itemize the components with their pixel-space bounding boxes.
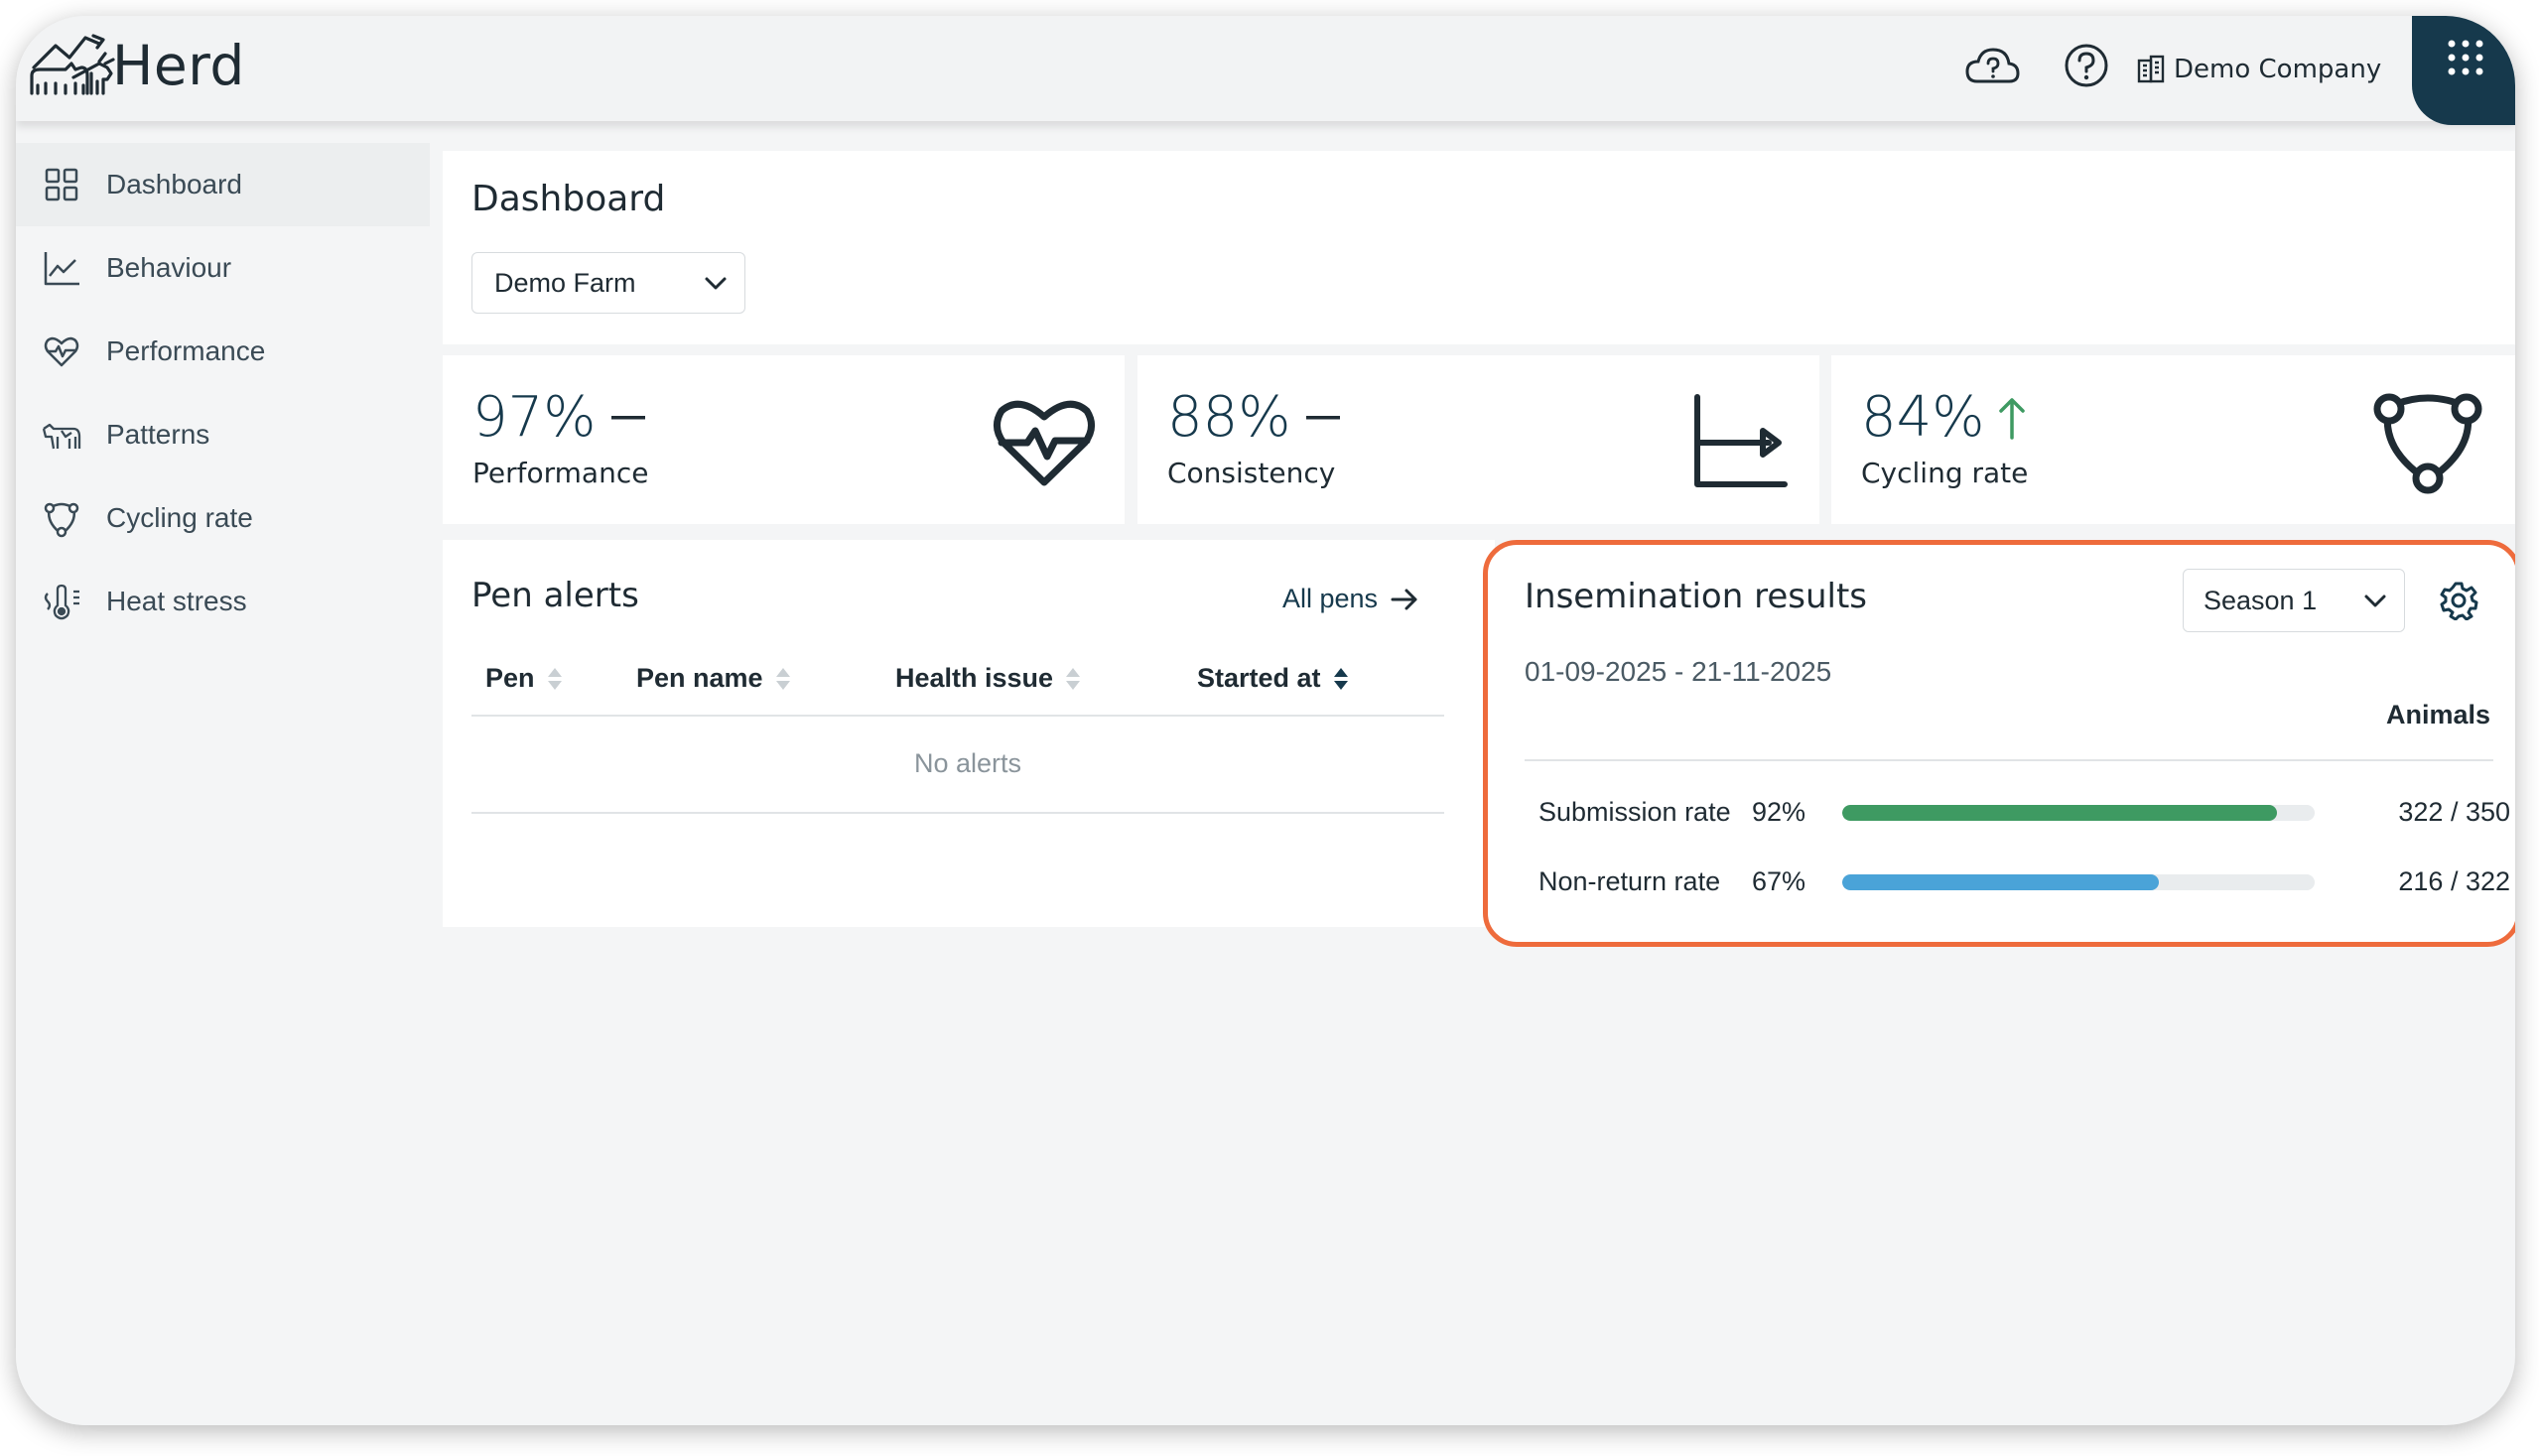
sort-icon — [547, 667, 562, 690]
sidebar-item-label: Heat stress — [106, 586, 247, 616]
submission-rate-count: 322 / 350 — [2398, 797, 2510, 827]
season-select-value: Season 1 — [2204, 585, 2318, 615]
table-divider — [471, 715, 1444, 717]
main-content: Dashboard Demo Farm 97% Performance — [443, 121, 2515, 1425]
kpi-label: Consistency — [1167, 457, 1336, 489]
column-header-health-issue[interactable]: Health issue — [895, 663, 1081, 694]
cycle-icon — [2373, 393, 2482, 494]
sidebar-item-label: Cycling rate — [106, 502, 253, 533]
table-divider — [1525, 759, 2493, 761]
cloud-question-icon[interactable] — [1963, 42, 2021, 89]
sidebar-item-label: Dashboard — [106, 169, 242, 199]
farm-select-value: Demo Farm — [494, 267, 636, 298]
gear-icon[interactable] — [2439, 581, 2478, 620]
column-header-pen-name[interactable]: Pen name — [636, 663, 791, 694]
all-pens-link[interactable]: All pens — [1282, 584, 1419, 614]
non-return-rate-bar-fill — [1842, 874, 2159, 890]
kpi-card-cycling-rate[interactable]: 84% Cycling rate — [1831, 355, 2515, 524]
sidebar-item-label: Performance — [106, 335, 266, 366]
insemination-results-card: Insemination results Season 1 01-09-2025… — [1483, 540, 2515, 947]
dashboard-header-panel: Dashboard Demo Farm — [443, 151, 2515, 344]
table-divider — [471, 812, 1444, 814]
non-return-rate-count: 216 / 322 — [2398, 866, 2510, 896]
column-header-started-at[interactable]: Started at — [1197, 663, 1349, 694]
axis-arrow-icon — [1694, 394, 1788, 487]
kpi-card-performance[interactable]: 97% Performance — [443, 355, 1125, 524]
company-switcher[interactable]: Demo Company — [2136, 46, 2381, 93]
sort-icon — [1066, 667, 1081, 690]
heart-pulse-icon — [44, 336, 79, 367]
thermometer-icon — [44, 584, 79, 620]
submission-rate-bar-fill — [1842, 805, 2277, 821]
chevron-down-icon — [2364, 595, 2386, 607]
pen-alerts-card: Pen alerts All pens Pen Pen name Health … — [443, 540, 1495, 927]
sidebar-item-dashboard[interactable]: Dashboard — [16, 143, 430, 226]
sidebar-item-patterns[interactable]: Patterns — [16, 393, 430, 476]
page-title: Dashboard — [471, 179, 666, 219]
kpi-value: 88% — [1167, 385, 1342, 450]
sidebar: Dashboard Behaviour Performance — [16, 121, 430, 1425]
trend-flat-icon — [611, 415, 646, 419]
line-chart-icon — [44, 252, 79, 286]
non-return-rate-percent: 67% — [1752, 866, 1806, 896]
sidebar-item-cycling-rate[interactable]: Cycling rate — [16, 476, 430, 560]
kpi-value: 84% — [1861, 385, 2026, 450]
empty-state-text: No alerts — [914, 748, 1022, 778]
sidebar-item-heat-stress[interactable]: Heat stress — [16, 560, 430, 643]
brand-name: Herd — [112, 34, 245, 97]
apps-grid-icon — [2448, 40, 2483, 75]
non-return-rate-bar — [1842, 874, 2315, 890]
dashboard-icon — [45, 168, 78, 201]
sort-desc-icon — [1333, 667, 1348, 690]
cycle-icon — [44, 502, 79, 538]
insemination-title: Insemination results — [1525, 577, 1867, 616]
sidebar-item-label: Patterns — [106, 419, 210, 450]
column-header-pen[interactable]: Pen — [485, 663, 563, 694]
kpi-label: Performance — [472, 457, 649, 489]
kpi-value: 97% — [472, 385, 647, 450]
sidebar-item-label: Behaviour — [106, 252, 232, 283]
column-header-animals: Animals — [2385, 700, 2490, 729]
heart-pulse-icon — [994, 400, 1095, 486]
trend-up-icon — [1999, 397, 2026, 440]
sort-icon — [775, 667, 790, 690]
submission-rate-bar — [1842, 805, 2315, 821]
submission-rate-label: Submission rate — [1538, 797, 1731, 827]
chevron-down-icon — [705, 277, 727, 290]
season-select[interactable]: Season 1 — [2183, 569, 2405, 632]
pen-alerts-title: Pen alerts — [471, 576, 639, 615]
kpi-card-consistency[interactable]: 88% Consistency — [1137, 355, 1819, 524]
trend-flat-icon — [1306, 415, 1341, 419]
herd-logo-icon — [30, 34, 115, 95]
help-icon[interactable] — [2063, 42, 2110, 89]
non-return-rate-label: Non-return rate — [1538, 866, 1721, 896]
company-name: Demo Company — [2174, 55, 2382, 84]
submission-rate-percent: 92% — [1752, 797, 1806, 827]
date-range: 01-09-2025 - 21-11-2025 — [1525, 656, 1832, 687]
sidebar-item-behaviour[interactable]: Behaviour — [16, 226, 430, 310]
farm-select[interactable]: Demo Farm — [471, 252, 745, 314]
building-icon — [2137, 55, 2165, 83]
sidebar-item-performance[interactable]: Performance — [16, 310, 430, 393]
apps-menu-button[interactable] — [2412, 16, 2515, 125]
kpi-label: Cycling rate — [1861, 457, 2029, 489]
app-window: Herd Demo Company — [16, 16, 2515, 1425]
cow-icon — [42, 423, 81, 450]
top-bar: Herd Demo Company — [16, 16, 2515, 125]
arrow-right-icon — [1391, 589, 1417, 609]
